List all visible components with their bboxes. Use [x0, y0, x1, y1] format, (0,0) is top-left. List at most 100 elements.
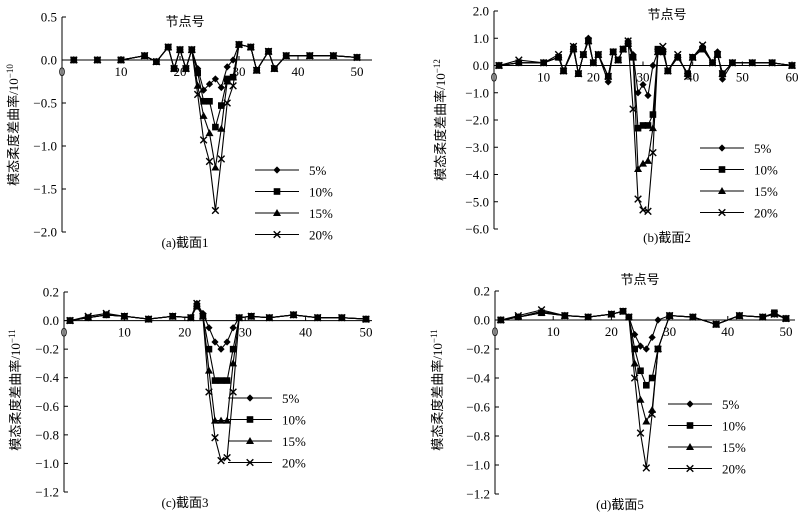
series-20% — [66, 299, 370, 465]
x-tick-label: 30 — [239, 325, 252, 340]
series-line — [500, 310, 787, 350]
y-tick-label: −1.2 — [466, 487, 490, 502]
data-point — [514, 58, 523, 66]
data-point — [193, 81, 202, 89]
data-point — [770, 310, 779, 318]
data-point — [639, 122, 647, 129]
legend-marker — [273, 188, 281, 195]
data-point — [698, 45, 707, 53]
data-point — [205, 324, 213, 332]
data-point — [664, 67, 672, 75]
data-point — [235, 313, 243, 322]
series-line — [500, 310, 787, 424]
data-point — [589, 58, 598, 67]
x-tick-label: 10 — [537, 70, 550, 85]
x-tick-label: 40 — [721, 324, 734, 339]
data-point — [712, 320, 720, 329]
data-point — [270, 64, 279, 73]
data-point — [604, 78, 612, 86]
legend-item: 15% — [668, 440, 746, 455]
data-point — [708, 58, 717, 67]
data-point — [625, 313, 633, 321]
data-point — [609, 48, 617, 56]
data-point — [631, 345, 638, 353]
data-point — [689, 313, 697, 321]
data-point — [624, 37, 632, 45]
y-axis-label-exponent: −11 — [429, 329, 439, 343]
data-point — [211, 433, 219, 442]
data-point — [619, 307, 627, 316]
y-tick-label: 0.0 — [41, 53, 57, 68]
data-point — [649, 111, 657, 118]
legend-marker — [273, 166, 281, 174]
y-tick-label: −1.5 — [33, 182, 57, 197]
series-10% — [70, 41, 361, 131]
data-point — [561, 311, 569, 320]
series-5% — [495, 34, 796, 100]
legend-item: 20% — [668, 462, 746, 477]
data-point — [636, 342, 645, 350]
data-point — [642, 345, 650, 353]
y-tick-label: −0.2 — [35, 342, 59, 357]
series-line — [500, 310, 787, 387]
data-point — [634, 124, 642, 132]
series-line — [69, 305, 367, 422]
data-point — [217, 456, 225, 465]
legend-item: 15% — [255, 206, 333, 221]
y-tick-label: −0.6 — [466, 400, 490, 415]
data-point — [554, 53, 563, 61]
y-axis-label: 模态柔度差曲率/10−11 — [7, 329, 23, 450]
series-20% — [497, 306, 790, 472]
series-line — [500, 309, 787, 468]
legend-label: 10% — [754, 163, 778, 178]
data-point — [229, 388, 237, 396]
legend-marker — [686, 422, 694, 429]
y-axis-label-text: 模态柔度差曲率/10 — [8, 343, 23, 451]
data-point — [604, 72, 613, 81]
data-point — [223, 377, 231, 384]
data-point — [265, 313, 274, 322]
data-point — [514, 311, 523, 320]
y-tick-label: −2.0 — [33, 225, 57, 240]
x-tick-label: 0 — [61, 325, 68, 340]
subplot-caption: (c)截面3 — [162, 495, 209, 510]
x-tick-label: 0 — [492, 324, 499, 339]
data-point — [594, 50, 603, 59]
y-tick-label: −0.5 — [33, 96, 57, 111]
legend-item: 10% — [255, 185, 333, 200]
data-point — [648, 333, 656, 341]
data-point — [211, 206, 220, 215]
x-tick-label: 10 — [115, 64, 128, 79]
data-point — [569, 42, 578, 51]
y-tick-label: −6.0 — [465, 222, 489, 237]
data-point — [217, 377, 225, 384]
y-tick-label: −1.0 — [33, 139, 57, 154]
data-point — [140, 51, 149, 60]
data-point — [212, 123, 219, 131]
data-point — [282, 51, 290, 60]
y-axis-label: 模态柔度差曲率/10−10 — [5, 64, 21, 186]
x-tick-label: 20 — [587, 70, 600, 85]
data-point — [217, 124, 226, 132]
legend-label: 20% — [309, 228, 333, 243]
data-point — [223, 338, 231, 346]
legend-label: 5% — [282, 391, 300, 406]
data-point — [515, 56, 523, 64]
data-point — [306, 51, 314, 60]
x-tick-label: 0 — [59, 64, 66, 79]
data-point — [758, 313, 767, 321]
y-tick-label: −3.0 — [465, 140, 489, 155]
legend-label: 10% — [309, 185, 333, 200]
y-tick-label: −0.6 — [35, 399, 59, 414]
data-point — [205, 157, 214, 166]
x-axis-label: 节点号 — [165, 14, 204, 29]
data-point — [634, 89, 642, 97]
data-point — [636, 395, 645, 403]
data-point — [70, 56, 78, 64]
legend-marker — [718, 144, 726, 152]
data-point — [584, 313, 592, 321]
subplot-3: 0.2 0.0 −0.2 −0.4 −0.6 −0.8 −1.0 −1.2 0 10 20 30 40 5… — [429, 272, 795, 512]
data-point — [217, 345, 225, 353]
data-point — [629, 53, 638, 61]
